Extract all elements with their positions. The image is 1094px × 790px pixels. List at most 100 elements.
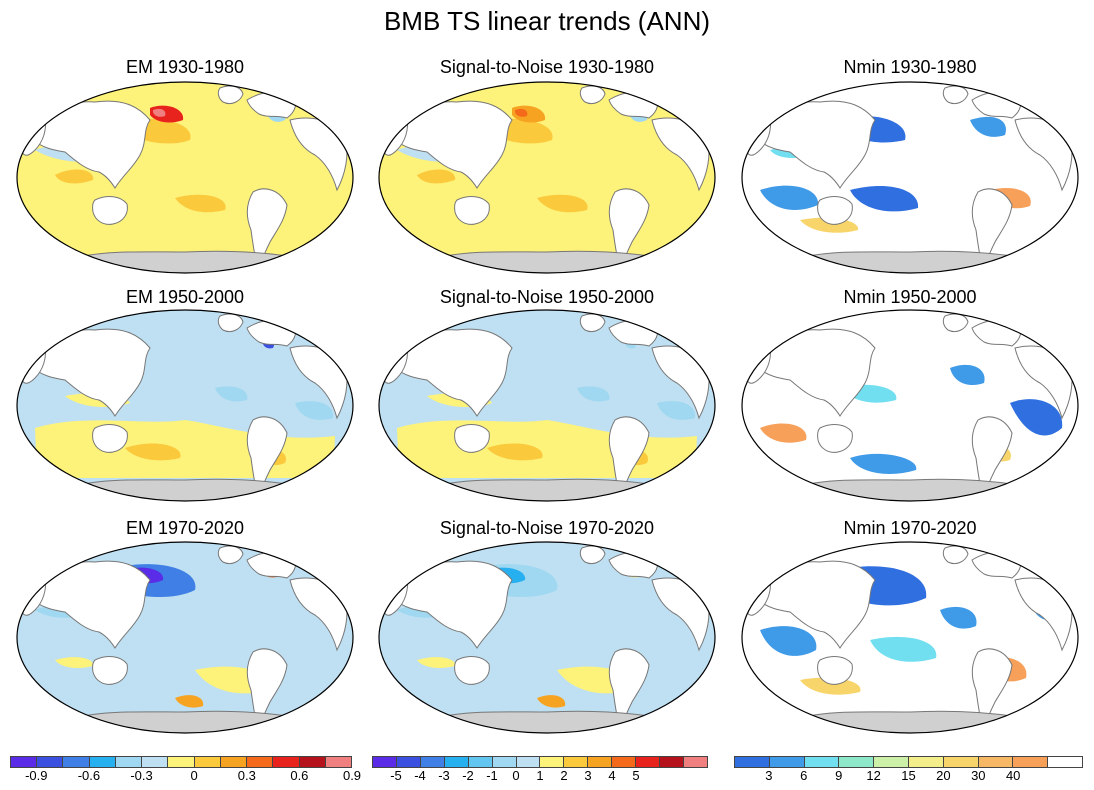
map-border bbox=[378, 309, 716, 502]
colorbar-swatch bbox=[396, 757, 421, 767]
trend-contour bbox=[55, 657, 94, 668]
map-panel-nmin-a bbox=[740, 80, 1080, 275]
land-northAmerica bbox=[757, 560, 876, 649]
colorbar-swatch bbox=[468, 757, 493, 767]
colorbar-swatch bbox=[142, 757, 169, 767]
trend-contour bbox=[657, 401, 696, 420]
colorbar-swatch bbox=[908, 757, 944, 767]
colorbar-tick-label: 4 bbox=[608, 768, 616, 783]
map-panel-sn-a bbox=[377, 80, 717, 275]
trend-contour bbox=[497, 118, 553, 144]
land-australia bbox=[817, 196, 853, 225]
trend-contour bbox=[950, 364, 985, 386]
panel-title: Signal-to-Noise 1950-2000 bbox=[439, 287, 655, 307]
map-border bbox=[741, 81, 1079, 274]
land-australia bbox=[454, 196, 490, 225]
trend-contour bbox=[487, 443, 543, 461]
trend-contour bbox=[1010, 399, 1063, 436]
land-northAmerica bbox=[32, 100, 151, 189]
panel-title: EM 1930-1980 bbox=[125, 57, 245, 77]
colorbar-tick-label: 3 bbox=[584, 768, 592, 783]
map-border bbox=[741, 541, 1079, 734]
colorbar-swatch bbox=[168, 757, 195, 767]
map-panel-em-a bbox=[15, 80, 355, 275]
colorbar-swatch bbox=[516, 757, 541, 767]
colorbar-swatch bbox=[540, 757, 565, 767]
colorbar-tick-label: -4 bbox=[414, 768, 426, 783]
trend-contour bbox=[175, 194, 226, 213]
colorbar-sn bbox=[372, 756, 708, 768]
colorbar-swatch bbox=[492, 757, 517, 767]
land-australia bbox=[817, 656, 853, 685]
trend-contour bbox=[850, 186, 919, 212]
trend-contour bbox=[760, 423, 807, 443]
land-australia bbox=[92, 656, 128, 685]
trend-contour bbox=[125, 443, 181, 461]
colorbar-swatch bbox=[247, 757, 274, 767]
colorbar-swatch bbox=[978, 757, 1014, 767]
panel-title: Nmin 1950-2000 bbox=[843, 287, 977, 307]
colorbar-swatch bbox=[839, 757, 875, 767]
panel-title: EM 1970-2020 bbox=[125, 518, 245, 538]
colorbar-tick-label: 0.9 bbox=[342, 768, 362, 783]
trend-contour bbox=[295, 401, 334, 420]
trend-contour bbox=[850, 453, 917, 474]
colorbar-tick-label: -2 bbox=[462, 768, 474, 783]
trend-contour bbox=[175, 695, 204, 708]
map-border bbox=[741, 309, 1079, 502]
trend-contour bbox=[537, 194, 588, 213]
colorbar-tick-label: 2 bbox=[560, 768, 568, 783]
trend-contour bbox=[537, 695, 566, 708]
colorbar-swatch bbox=[636, 757, 661, 767]
land-northAmerica bbox=[32, 328, 151, 417]
colorbar-swatch bbox=[564, 757, 589, 767]
trend-contour bbox=[215, 386, 248, 402]
colorbar-swatch bbox=[373, 757, 397, 767]
colorbar-swatch bbox=[325, 757, 352, 767]
land-northAmerica bbox=[394, 328, 513, 417]
colorbar-swatch bbox=[420, 757, 445, 767]
land-australia bbox=[454, 656, 490, 685]
colorbar-tick-label: 40 bbox=[1005, 768, 1021, 783]
trend-contour bbox=[760, 185, 819, 210]
map-border bbox=[16, 541, 354, 734]
colorbar-swatch bbox=[874, 757, 909, 767]
trend-contour bbox=[153, 108, 166, 117]
colorbar-swatch bbox=[769, 757, 805, 767]
panel-title: EM 1950-2000 bbox=[125, 287, 245, 307]
panel-title: Signal-to-Noise 1970-2020 bbox=[439, 518, 655, 538]
colorbar-tick-label: 0 bbox=[190, 768, 198, 783]
map-panel-nmin-c bbox=[740, 540, 1080, 735]
colorbar-swatch bbox=[735, 757, 770, 767]
trend-contour bbox=[940, 606, 977, 629]
colorbar-tick-label: -0.9 bbox=[25, 768, 48, 783]
map-border bbox=[16, 309, 354, 502]
colorbar-swatch bbox=[115, 757, 143, 767]
colorbar-tick-label: -3 bbox=[438, 768, 450, 783]
colorbar-swatch bbox=[804, 757, 840, 767]
trend-contour bbox=[135, 118, 191, 144]
trend-contour bbox=[870, 636, 937, 662]
colorbar-swatch bbox=[943, 757, 979, 767]
colorbar-tick-label: 3 bbox=[765, 768, 773, 783]
colorbar-tick-label: 12 bbox=[866, 768, 881, 783]
land-northAmerica bbox=[757, 100, 876, 189]
colorbar-tick-label: 6 bbox=[800, 768, 808, 783]
colorbar-swatch bbox=[612, 757, 637, 767]
colorbar-swatch bbox=[37, 757, 64, 767]
map-panel-sn-c bbox=[377, 540, 717, 735]
colorbar-tick-label: -5 bbox=[390, 768, 402, 783]
land-australia bbox=[454, 424, 490, 453]
trend-contour bbox=[417, 657, 456, 668]
trend-contour bbox=[970, 116, 1006, 137]
colorbar-swatch bbox=[444, 757, 469, 767]
colorbar-swatch bbox=[1048, 757, 1082, 767]
colorbar-em bbox=[10, 756, 352, 768]
colorbar-tick-label: 30 bbox=[971, 768, 986, 783]
colorbar-swatch bbox=[273, 757, 300, 767]
colorbar-swatch bbox=[194, 757, 221, 767]
colorbar-swatch bbox=[299, 757, 326, 767]
land-northAmerica bbox=[757, 328, 876, 417]
trend-contour bbox=[760, 626, 817, 656]
colorbar-nmin bbox=[734, 756, 1083, 768]
